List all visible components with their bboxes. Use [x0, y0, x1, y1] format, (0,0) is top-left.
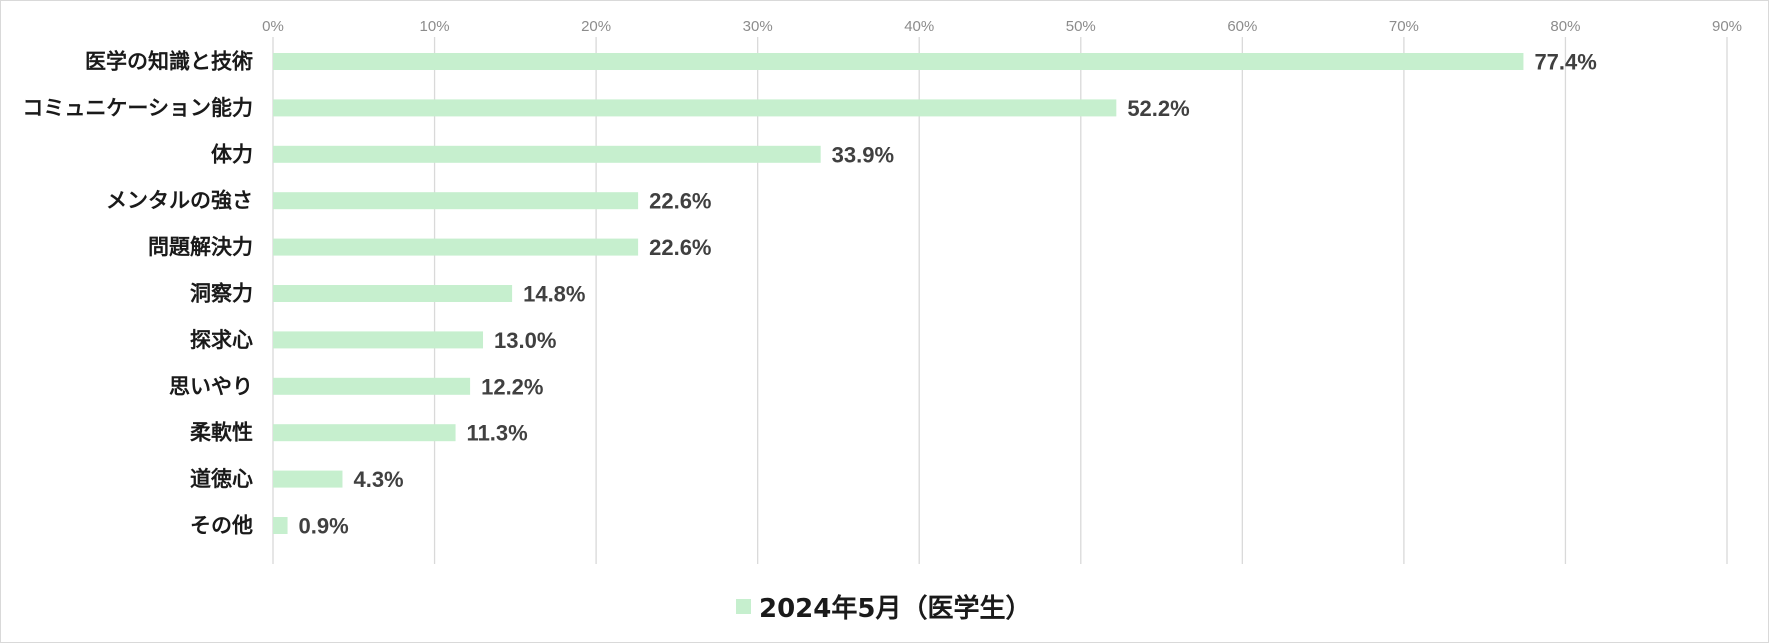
x-tick-label: 80%	[1550, 18, 1580, 35]
data-label: 52.2%	[1127, 96, 1189, 121]
legend-label: 2024年5月（医学生）	[759, 593, 1031, 624]
bar	[273, 470, 343, 488]
data-label: 77.4%	[1534, 50, 1596, 75]
data-label: 13.0%	[494, 328, 556, 353]
bar	[273, 99, 1117, 117]
category-label: 思いやり	[169, 374, 253, 398]
category-label: 探求心	[190, 328, 253, 352]
x-axis-ticks: 0% 10% 20% 30% 40% 50% 60% 70% 80% 90%	[262, 18, 1742, 35]
x-tick-label: 10%	[420, 18, 450, 35]
category-label: 体力	[211, 142, 253, 166]
x-tick-label: 70%	[1389, 18, 1419, 35]
data-label: 4.3%	[353, 467, 403, 492]
bar	[273, 331, 484, 349]
category-label: 柔軟性	[190, 421, 253, 445]
bar	[273, 424, 456, 442]
data-label: 11.3%	[467, 421, 528, 446]
bar	[273, 53, 1524, 70]
category-labels: 医学の知識と技術コミュニケーション能力体力メンタルの強さ問題解決力洞察力探求心思…	[22, 50, 253, 538]
bar	[273, 145, 821, 163]
category-label: その他	[190, 514, 253, 538]
gridlines	[272, 37, 1728, 564]
category-label: 道徳心	[190, 467, 253, 491]
category-label: コミュニケーション能力	[22, 96, 253, 120]
legend-swatch	[736, 599, 751, 614]
category-label: 医学の知識と技術	[85, 50, 253, 74]
bar	[273, 192, 639, 210]
x-tick-label: 40%	[904, 18, 934, 35]
data-label: 22.6%	[649, 189, 711, 214]
data-label: 0.9%	[299, 514, 349, 539]
bar	[273, 517, 288, 534]
category-label: メンタルの強さ	[106, 189, 253, 213]
data-label: 14.8%	[523, 282, 585, 307]
bar	[273, 238, 639, 256]
data-label: 12.2%	[481, 374, 543, 399]
x-tick-label: 90%	[1712, 18, 1742, 35]
x-tick-label: 30%	[743, 18, 773, 35]
category-label: 問題解決力	[148, 235, 253, 259]
x-tick-label: 20%	[581, 18, 611, 35]
x-tick-label: 0%	[262, 18, 284, 35]
data-label: 33.9%	[832, 142, 894, 167]
bar	[273, 377, 471, 395]
bar	[273, 285, 513, 302]
data-labels: 77.4% 52.2% 33.9% 22.6% 22.6% 14.8% 13.0% 12.2%…	[299, 50, 1597, 539]
legend: 2024年5月（医学生）	[736, 593, 1031, 624]
category-label: 洞察力	[190, 282, 253, 306]
bars	[273, 53, 1524, 534]
data-label: 22.6%	[649, 235, 711, 260]
x-tick-label: 50%	[1066, 18, 1096, 35]
x-tick-label: 60%	[1227, 18, 1257, 35]
